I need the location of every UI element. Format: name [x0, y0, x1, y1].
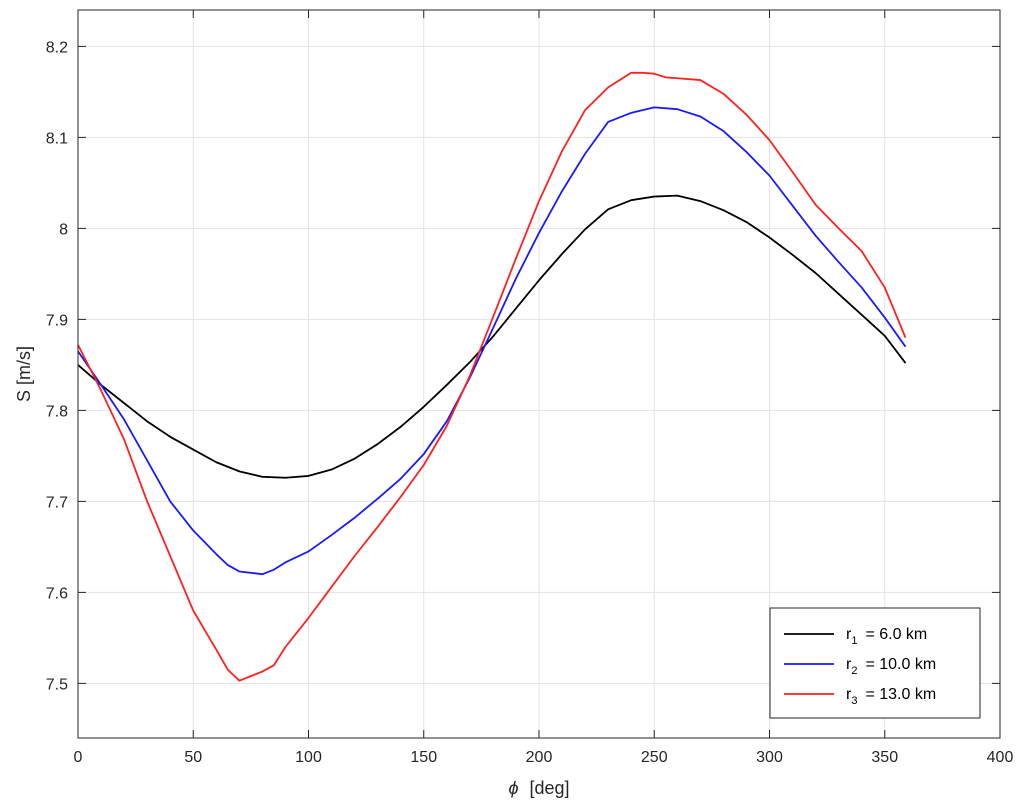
- x-tick-label: 50: [184, 749, 202, 766]
- x-axis-label: ϕ [deg]: [508, 778, 569, 798]
- x-tick-label: 400: [987, 749, 1014, 766]
- x-tick-label: 100: [295, 749, 322, 766]
- x-tick-label: 200: [526, 749, 553, 766]
- x-tick-label: 0: [74, 749, 83, 766]
- series-layer: [77, 71, 907, 682]
- legend-label-2: r2 = 10.0 km: [846, 656, 936, 677]
- y-tick-label: 7.7: [46, 494, 68, 511]
- series-line-3: [77, 71, 907, 682]
- y-tick-label: 7.9: [46, 312, 68, 329]
- x-axis-unit: [deg]: [529, 778, 569, 798]
- y-tick-label: 8.1: [46, 130, 68, 147]
- legend-box: [769, 607, 981, 719]
- tick-labels: 0 50 100 150 200 250 300 350 400 7.5 7.6 7.7 7.8 7.9 8…: [46, 39, 1014, 766]
- x-tick-label: 150: [410, 749, 437, 766]
- tick-marks: [77, 10, 1001, 738]
- x-axis-symbol: ϕ: [508, 778, 518, 798]
- y-tick-label: 7.6: [46, 585, 68, 602]
- legend-label-3: r3 = 13.0 km: [846, 686, 936, 707]
- y-tick-label: 8.2: [46, 39, 68, 56]
- y-axis-label: S [m/s]: [14, 346, 34, 402]
- y-tick-label: 8: [59, 221, 68, 238]
- series-line-1: [77, 194, 907, 479]
- x-tick-label: 250: [641, 749, 668, 766]
- y-tick-label: 7.8: [46, 403, 68, 420]
- legend-label-1: r1 = 6.0 km: [846, 626, 927, 647]
- x-tick-label: 300: [756, 749, 783, 766]
- legend: r1 = 6.0 km r2 = 10.0 km r3 = 13.0 km: [769, 607, 981, 719]
- x-tick-label: 350: [871, 749, 898, 766]
- y-tick-label: 7.5: [46, 676, 68, 693]
